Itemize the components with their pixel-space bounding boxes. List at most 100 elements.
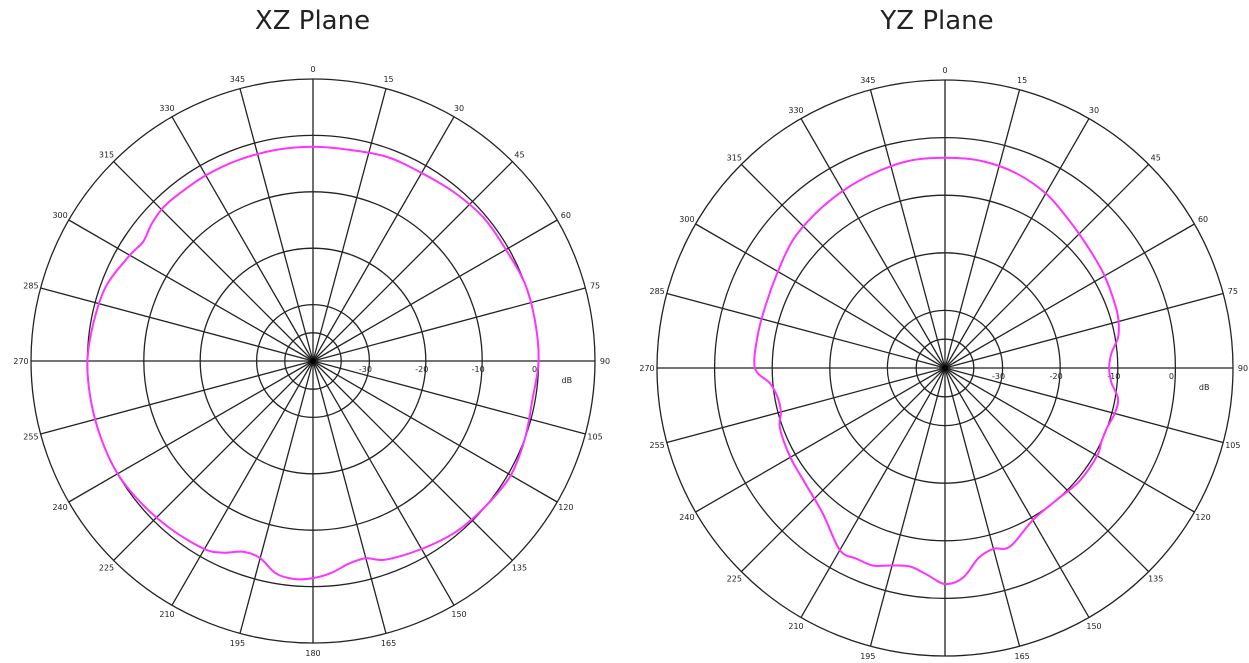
spoke-line — [40, 287, 314, 362]
radial-unit-label: dB — [562, 376, 573, 385]
angle-tick-label: 315 — [727, 153, 742, 162]
spoke-line — [666, 292, 946, 369]
radial-tick-label: 0 — [532, 365, 537, 374]
angle-tick-label: 285 — [23, 281, 38, 290]
angle-tick-label: 315 — [99, 151, 114, 160]
angle-tick-label: 180 — [305, 649, 320, 658]
angle-tick-label: 135 — [1148, 575, 1163, 584]
angle-tick-label: 300 — [679, 215, 694, 224]
spoke-line — [944, 367, 1150, 573]
spoke-line — [312, 116, 455, 362]
angle-tick-label: 60 — [1198, 215, 1208, 224]
chart-title: YZ Plane — [880, 6, 994, 36]
angle-tick-label: 120 — [558, 503, 573, 512]
spoke-line — [695, 367, 946, 513]
spoke-line — [312, 360, 558, 503]
spoke-line — [312, 360, 387, 634]
spoke-line — [944, 367, 1224, 444]
angle-tick-label: 30 — [454, 104, 464, 113]
angle-tick-label: 0 — [310, 65, 315, 74]
angle-tick-label: 195 — [230, 639, 245, 648]
radial-tick-label: -30 — [359, 365, 372, 374]
angle-tick-label: 285 — [650, 287, 665, 296]
spoke-line — [869, 89, 946, 369]
spoke-line — [944, 367, 1090, 618]
spoke-line — [113, 161, 314, 362]
xz-polar-chart: 0 15 30 45 60 75 90 105 120 135 150 165 180 195 210 225… — [13, 65, 610, 658]
yz-plane-panel: YZ Plane 0153045607590105120135150165180… — [625, 0, 1249, 663]
radial-tick-label: 0 — [1169, 372, 1174, 381]
angle-tick-label: 210 — [788, 622, 803, 631]
angle-tick-label: 330 — [788, 106, 803, 115]
spoke-line — [740, 163, 946, 369]
angle-tick-label: 225 — [99, 563, 114, 572]
spoke-line — [312, 161, 513, 362]
angle-tick-label: 150 — [1086, 622, 1101, 631]
spoke-line — [944, 292, 1224, 369]
angle-tick-label: 240 — [52, 503, 67, 512]
spoke-line — [239, 88, 314, 362]
radial-tick-label: -10 — [1107, 372, 1120, 381]
angle-tick-label: 150 — [451, 610, 466, 619]
spoke-line — [171, 360, 314, 606]
pattern-trace — [86, 145, 540, 581]
angle-tick-label: 0 — [942, 66, 947, 75]
spoke-line — [695, 223, 946, 369]
angle-tick-label: 255 — [23, 433, 38, 442]
spoke-line — [40, 360, 314, 435]
angle-tick-label: 270 — [639, 364, 654, 373]
spoke-line — [312, 287, 586, 362]
angle-tick-label: 240 — [679, 513, 694, 522]
spoke-line — [944, 367, 1021, 647]
spoke-line — [944, 89, 1021, 369]
angle-tick-label: 270 — [13, 357, 28, 366]
angle-tick-label: 75 — [1228, 287, 1238, 296]
angle-tick-label: 45 — [1151, 153, 1161, 162]
spoke-line — [312, 219, 558, 362]
radial-tick-label: -20 — [1050, 372, 1063, 381]
angle-tick-label: 165 — [381, 639, 396, 648]
angle-tick-label: 120 — [1195, 513, 1210, 522]
angle-tick-label: 135 — [512, 563, 527, 572]
spoke-line — [944, 367, 1195, 513]
spoke-line — [944, 223, 1195, 369]
angle-tick-label: 15 — [383, 75, 393, 84]
angle-tick-label: 60 — [561, 211, 571, 220]
angle-tick-label: 225 — [727, 575, 742, 584]
spoke-line — [68, 360, 314, 503]
angle-tick-label: 15 — [1017, 76, 1027, 85]
spoke-line — [171, 116, 314, 362]
radial-tick-label: -30 — [992, 372, 1005, 381]
spoke-line — [312, 88, 387, 362]
spoke-line — [239, 360, 314, 634]
angle-tick-label: 345 — [860, 76, 875, 85]
angle-tick-label: 75 — [590, 281, 600, 290]
angle-tick-label: 165 — [1014, 652, 1029, 661]
spoke-line — [68, 219, 314, 362]
spoke-line — [666, 367, 946, 444]
center-point — [942, 365, 948, 371]
spoke-line — [944, 163, 1150, 369]
angle-tick-label: 210 — [159, 610, 174, 619]
spoke-line — [113, 360, 314, 561]
radial-tick-label: -20 — [415, 365, 428, 374]
angle-tick-label: 195 — [860, 652, 875, 661]
angle-tick-label: 105 — [587, 433, 602, 442]
spoke-line — [740, 367, 946, 573]
pattern-trace — [753, 156, 1120, 586]
center-point — [310, 358, 316, 364]
angle-tick-label: 300 — [52, 211, 67, 220]
angle-tick-label: 255 — [650, 441, 665, 450]
radial-tick-label: -10 — [472, 365, 485, 374]
spoke-line — [312, 360, 455, 606]
spoke-line — [869, 367, 946, 647]
xz-plane-panel: XZ Plane 0 15 30 45 60 75 90 105 120 135 150 165 180… — [13, 6, 610, 658]
yz-polar-chart: 0153045607590105120135150165180195210225… — [639, 66, 1248, 663]
angle-tick-label: 105 — [1225, 441, 1240, 450]
spoke-line — [312, 360, 586, 435]
spoke-line — [944, 118, 1090, 369]
angle-tick-label: 330 — [159, 104, 174, 113]
angle-tick-label: 90 — [1238, 364, 1248, 373]
chart-title: XZ Plane — [254, 6, 371, 36]
angle-tick-label: 30 — [1089, 106, 1099, 115]
